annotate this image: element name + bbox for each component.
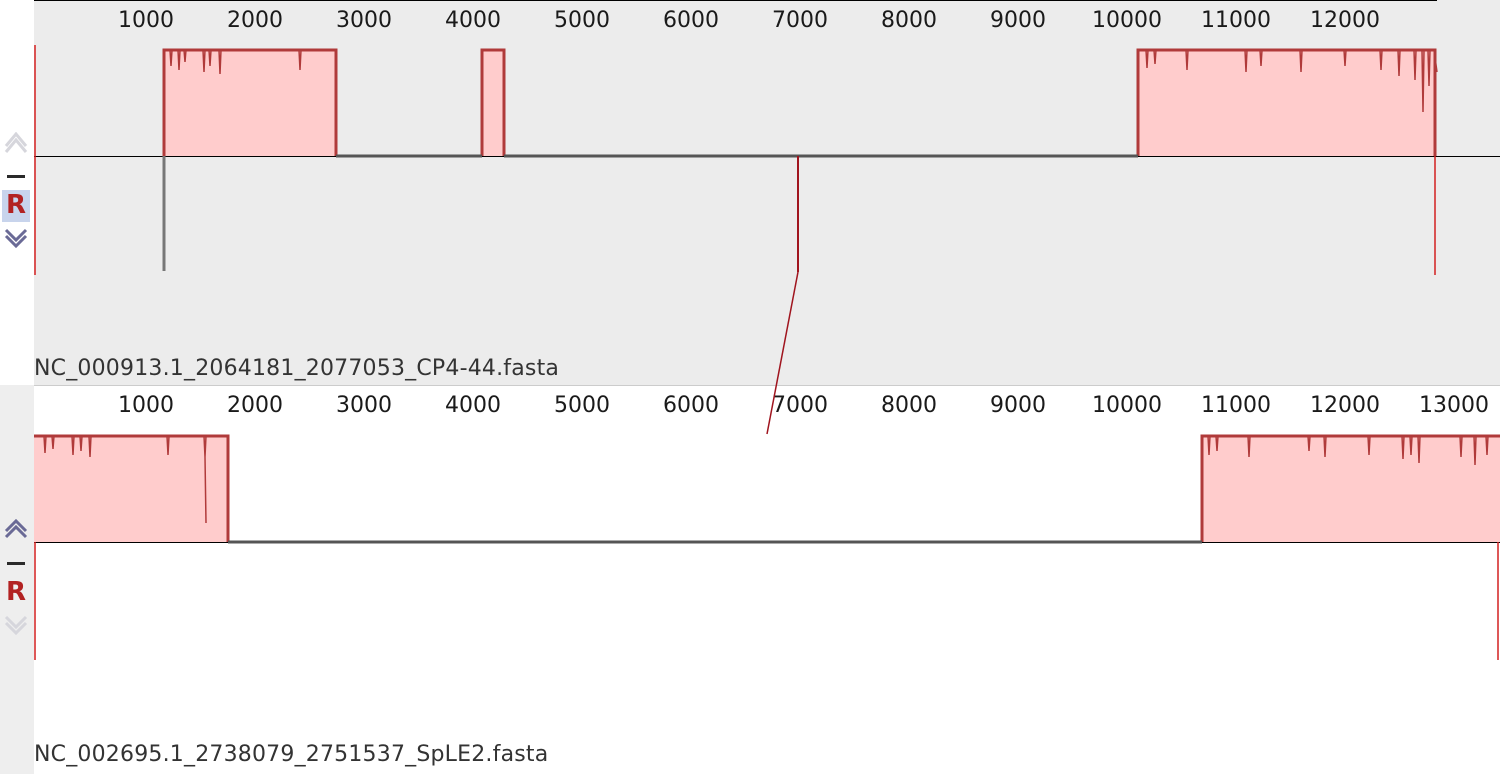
- lcb-block[interactable]: [34, 436, 228, 542]
- ruler-tick-label: 5000: [554, 8, 610, 33]
- lcb-blocks[interactable]: [34, 434, 1500, 542]
- lcb-block-outline: [1200, 434, 1500, 542]
- shift-down-icon[interactable]: [2, 226, 30, 250]
- lcb-block-outline: [162, 48, 338, 156]
- ruler-tick-label: 12000: [1310, 8, 1380, 33]
- ruler-tick-label: 2000: [227, 8, 283, 33]
- ruler-tick-label: 7000: [772, 8, 828, 33]
- track-2-controls: R: [0, 385, 34, 774]
- shift-up-icon[interactable]: [2, 517, 30, 541]
- similarity-profile: [1145, 49, 1438, 113]
- ruler-tick-label: 11000: [1201, 393, 1271, 418]
- reverse-button[interactable]: R: [2, 190, 30, 222]
- ruler-tick-label: 7000: [772, 393, 828, 418]
- ruler-tick-label: 10000: [1092, 393, 1162, 418]
- ruler-tick-label: 1000: [118, 393, 174, 418]
- ruler-tick-label: 4000: [445, 8, 501, 33]
- lcb-block-outline: [480, 48, 506, 156]
- similarity-profile: [43, 435, 207, 524]
- ruler-tick-label: 9000: [990, 393, 1046, 418]
- shift-down-icon[interactable]: [2, 613, 30, 637]
- ruler-tick-label: 2000: [227, 393, 283, 418]
- lcb-block-outline: [34, 434, 230, 542]
- ruler-tick-label: 9000: [990, 8, 1046, 33]
- similarity-profile: [169, 49, 302, 75]
- minus-icon[interactable]: [2, 166, 30, 186]
- track-1-controls: R: [0, 0, 34, 385]
- ruler: 1000 2000 3000 4000 5000 6000 7000 8000 9000 1000…: [34, 0, 1437, 33]
- lcb-block[interactable]: [1138, 50, 1435, 156]
- ruler-tick-label: 11000: [1201, 8, 1271, 33]
- genome-name[interactable]: NC_002695.1_2738079_2751537_SpLE2.fasta: [34, 742, 549, 767]
- ruler-tick-label: 6000: [663, 8, 719, 33]
- ruler: 1000 2000 3000 4000 5000 6000 7000 8000 9000 1000…: [34, 385, 1500, 418]
- minus-icon[interactable]: [2, 553, 30, 573]
- lcb-block-outline: [1136, 48, 1437, 156]
- ruler-tick-label: 13000: [1419, 393, 1489, 418]
- similarity-profile: [1207, 435, 1489, 466]
- ruler-tick-label: 4000: [445, 393, 501, 418]
- genome-name[interactable]: NC_000913.1_2064181_2077053_CP4-44.fasta: [34, 356, 560, 381]
- lcb-block[interactable]: [1202, 436, 1500, 542]
- reverse-button[interactable]: R: [5, 577, 27, 607]
- ruler-tick-label: 5000: [554, 393, 610, 418]
- ruler-tick-label: 8000: [881, 393, 937, 418]
- genome-track-2[interactable]: 1000 2000 3000 4000 5000 6000 7000 8000 9000 1000…: [34, 385, 1500, 774]
- ruler-tick-label: 3000: [336, 393, 392, 418]
- ruler-tick-label: 8000: [881, 8, 937, 33]
- shift-up-icon[interactable]: [2, 131, 30, 156]
- ruler-tick-label: 12000: [1310, 393, 1380, 418]
- ruler-tick-label: 1000: [118, 8, 174, 33]
- ruler-tick-label: 10000: [1092, 8, 1162, 33]
- ruler-tick-label: 3000: [336, 8, 392, 33]
- lcb-block[interactable]: [164, 50, 336, 156]
- ruler-tick-label: 6000: [663, 393, 719, 418]
- lcb-blocks[interactable]: [162, 48, 1438, 156]
- genome-track-1[interactable]: 1000 2000 3000 4000 5000 6000 7000 8000 9000 1000…: [34, 0, 1500, 385]
- lcb-block[interactable]: [482, 50, 504, 156]
